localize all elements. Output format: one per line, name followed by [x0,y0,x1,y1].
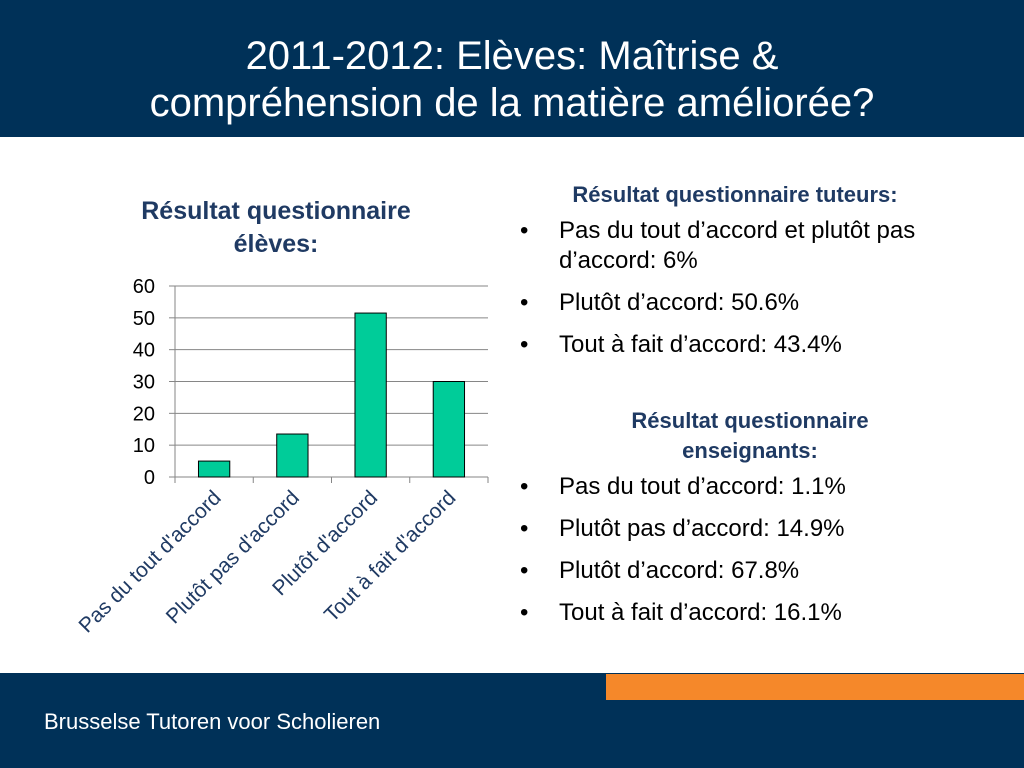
enseignants-item-3: Plutôt d’accord: 67.8% [559,557,800,584]
y-tick-label: 0 [144,467,155,489]
list-item: • Plutôt d’accord: 67.8% [510,556,959,586]
bullet-icon: • [520,289,529,316]
x-tick-label: Plutôt pas d'accord [162,486,304,628]
y-tick-label: 40 [133,340,155,362]
x-tick-label: Tout à fait d'accord [320,486,460,626]
list-item: • Pas du tout d’accord et plutôt pas d’ac… [510,216,959,276]
tuteurs-item-3: Tout à fait d’accord: 43.4% [559,331,842,358]
bullet-icon: • [520,557,529,584]
enseignants-title: Résultat questionnaire enseignants: [590,406,910,466]
bullet-icon: • [520,217,529,244]
tuteurs-item-2: Plutôt d’accord: 50.6% [559,289,800,316]
bullet-icon: • [520,331,529,358]
bullet-icon: • [520,473,529,500]
list-item: • Pas du tout d’accord: 1.1% [510,472,959,502]
slide-title-line1: 2011-2012: Elèves: Maîtrise & [245,34,779,78]
right-panel: Résultat questionnaire tuteurs: • Pas du … [510,180,1010,640]
y-tick-label: 10 [133,435,155,457]
tuteurs-list: • Pas du tout d’accord et plutôt pas d’ac… [510,216,1010,360]
footer-text: Brusselse Tutoren voor Scholieren [44,709,381,734]
chart-title-line2: élèves: [233,230,319,258]
header-bar [0,0,1024,137]
y-tick-label: 20 [133,403,155,425]
enseignants-title-line1: Résultat questionnaire [631,408,869,433]
enseignants-item-1: Pas du tout d’accord: 1.1% [559,473,846,500]
bar [197,460,231,478]
bullet-icon: • [520,599,529,626]
x-tick-label: Pas du tout d'accord [74,486,225,637]
slide-title: 2011-2012: Elèves: Maîtrise & compréhens… [0,33,1024,127]
enseignants-list: • Pas du tout d’accord: 1.1% • Plutôt pas … [510,472,1010,628]
tuteurs-title: Résultat questionnaire tuteurs: [572,182,898,207]
chart-title-line1: Résultat questionnaire [141,197,411,225]
enseignants-item-4: Tout à fait d’accord: 16.1% [559,599,842,626]
slide-title-line2: compréhension de la matière améliorée? [149,81,875,125]
bar [432,381,466,478]
y-tick-label: 30 [133,372,155,394]
y-tick-label: 50 [133,308,155,330]
bar [276,433,309,478]
y-tick-label: 60 [133,276,155,298]
enseignants-title-line2: enseignants: [682,438,818,463]
bar [354,312,387,478]
list-item: • Tout à fait d’accord: 43.4% [510,330,959,360]
chart-title: Résultat questionnaire élèves: [96,195,456,261]
bullet-icon: • [520,515,529,542]
enseignants-item-2: Plutôt pas d’accord: 14.9% [559,515,845,542]
list-item: • Plutôt d’accord: 50.6% [510,288,959,318]
footer-accent-bar [606,674,1024,700]
tuteurs-item-1: Pas du tout d’accord et plutôt pas d’acc… [559,217,916,274]
list-item: • Plutôt pas d’accord: 14.9% [510,514,959,544]
list-item: • Tout à fait d’accord: 16.1% [510,598,959,628]
